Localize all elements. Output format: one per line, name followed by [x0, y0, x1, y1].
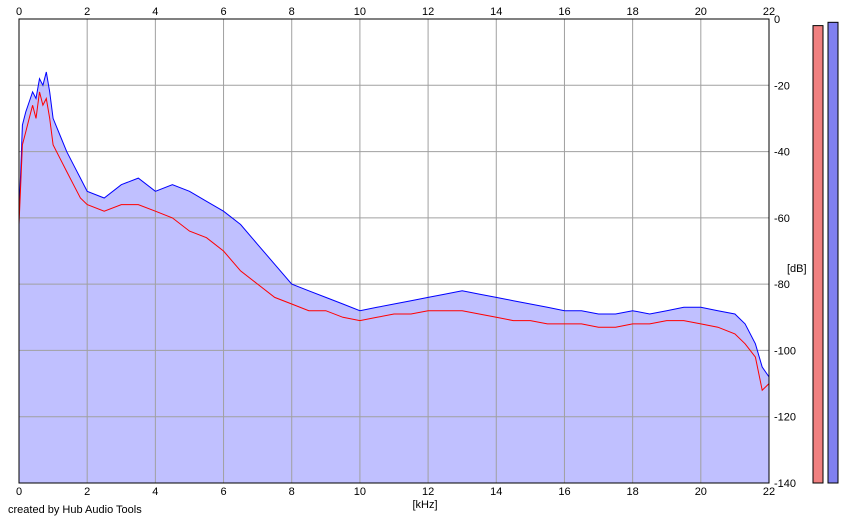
x-tick-bottom-10: 20 [695, 486, 707, 498]
x-tick-top-7: 14 [490, 6, 502, 18]
x-tick-bottom-11: 22 [763, 486, 775, 498]
x-tick-bottom-2: 4 [152, 486, 158, 498]
x-tick-labels-top: 0 2 4 6 8 10 12 14 16 18 20 22 [16, 6, 775, 18]
x-tick-bottom-6: 12 [422, 486, 434, 498]
x-tick-top-11: 22 [763, 6, 775, 18]
x-tick-top-1: 2 [84, 6, 90, 18]
x-axis-label: [kHz] [412, 499, 437, 511]
level-meter-2 [827, 21, 839, 484]
y-tick-5: -100 [774, 345, 796, 357]
level-meters [812, 21, 839, 484]
x-tick-top-9: 18 [627, 6, 639, 18]
x-tick-top-4: 8 [289, 6, 295, 18]
y-axis-label: [dB] [787, 263, 807, 275]
x-tick-bottom-4: 8 [289, 486, 295, 498]
x-tick-top-0: 0 [16, 6, 22, 18]
x-tick-top-3: 6 [220, 6, 226, 18]
x-tick-bottom-5: 10 [354, 486, 366, 498]
y-tick-6: -120 [774, 412, 796, 424]
x-tick-top-10: 20 [695, 6, 707, 18]
x-tick-top-5: 10 [354, 6, 366, 18]
level-meter-1 [812, 25, 824, 484]
y-tick-4: -80 [774, 279, 790, 291]
x-tick-bottom-8: 16 [558, 486, 570, 498]
plot-frame [18, 18, 770, 484]
y-tick-7: -140 [774, 478, 796, 490]
x-tick-labels-bottom: 0 2 4 6 8 10 12 14 16 18 20 22 [16, 486, 775, 498]
x-tick-top-6: 12 [422, 6, 434, 18]
series-1-line [18, 71, 770, 378]
credit-text: created by Hub Audio Tools [8, 504, 142, 516]
y-tick-labels: 0 -20 -40 -60 -80 -100 -120 -140 [774, 14, 796, 490]
y-tick-1: -20 [774, 80, 790, 92]
x-tick-bottom-9: 18 [627, 486, 639, 498]
y-tick-0: 0 [774, 14, 780, 26]
x-tick-bottom-3: 6 [220, 486, 226, 498]
x-tick-bottom-7: 14 [490, 486, 502, 498]
series-2-line [18, 91, 770, 392]
x-tick-top-2: 4 [152, 6, 158, 18]
y-tick-3: -60 [774, 213, 790, 225]
x-tick-top-8: 16 [558, 6, 570, 18]
x-tick-bottom-0: 0 [16, 486, 22, 498]
y-tick-2: -40 [774, 147, 790, 159]
spectrum-fill-area [19, 72, 769, 483]
x-tick-bottom-1: 2 [84, 486, 90, 498]
